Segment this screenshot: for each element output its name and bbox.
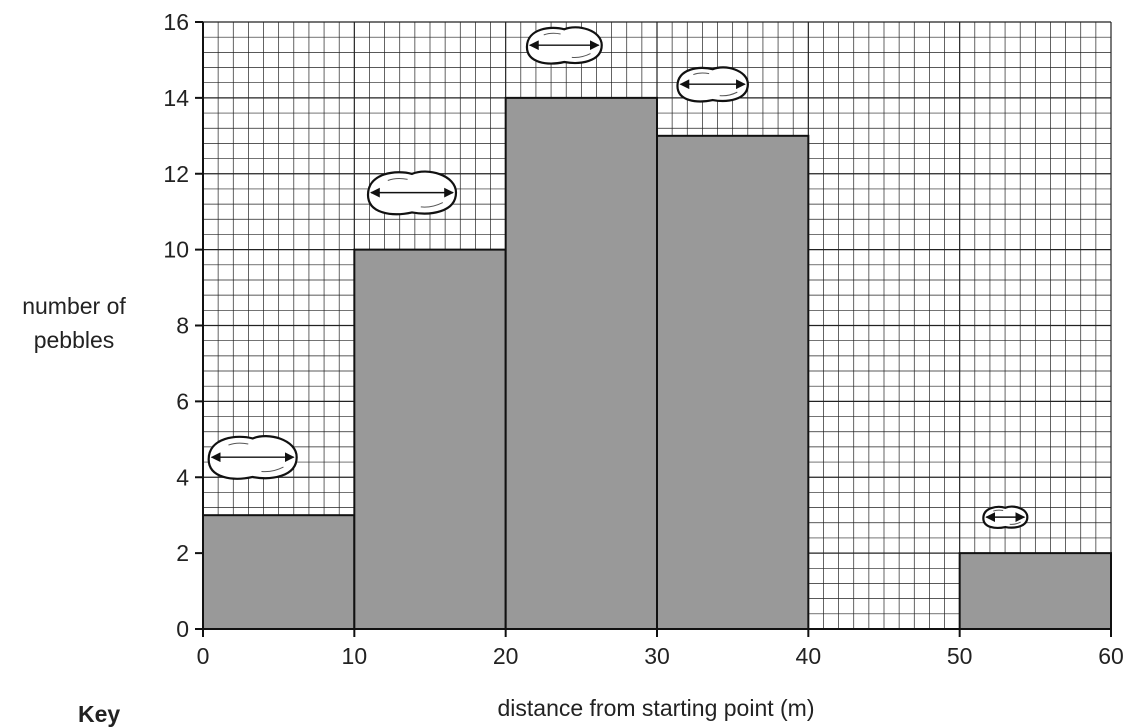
- pebble-icon: [207, 435, 298, 480]
- x-tick-label: 10: [342, 643, 368, 669]
- bar: [656, 134, 810, 630]
- x-tick-label: 50: [947, 643, 973, 669]
- x-axis-title: distance from starting point (m): [497, 695, 814, 721]
- y-tick-label: 8: [176, 313, 189, 339]
- pebble-icon: [676, 66, 749, 103]
- x-tick-label: 20: [493, 643, 519, 669]
- bar: [958, 552, 1113, 630]
- pebble-icon: [525, 26, 603, 65]
- y-tick-label: 2: [176, 540, 189, 566]
- y-axis-title-line-2: pebbles: [34, 327, 115, 353]
- pebble-illustrations: [207, 26, 1029, 529]
- y-tick-label: 12: [163, 161, 189, 187]
- y-tick-label: 16: [163, 9, 189, 35]
- x-tick-label: 0: [197, 643, 210, 669]
- y-axis-title-line-1: number of: [22, 293, 126, 319]
- x-tick-label: 60: [1098, 643, 1124, 669]
- bar: [504, 96, 658, 630]
- y-tick-label: 10: [163, 237, 189, 263]
- y-tick-label: 6: [176, 388, 189, 414]
- y-tick-label: 14: [163, 85, 189, 111]
- x-tick-label: 30: [644, 643, 670, 669]
- y-tick-label: 4: [176, 464, 189, 490]
- y-tick-label: 0: [176, 616, 189, 642]
- key-heading: Key: [78, 701, 120, 727]
- axes: [195, 21, 1112, 637]
- x-tick-label: 40: [796, 643, 822, 669]
- y-tick-labels: 0 2 4 6 8 10 12 14 16: [163, 9, 189, 642]
- pebble-icon: [982, 505, 1029, 529]
- x-tick-labels: 0 10 20 30 40 50 60: [197, 643, 1124, 669]
- bar: [202, 514, 356, 630]
- pebble-icon: [366, 170, 458, 216]
- bar: [353, 248, 507, 630]
